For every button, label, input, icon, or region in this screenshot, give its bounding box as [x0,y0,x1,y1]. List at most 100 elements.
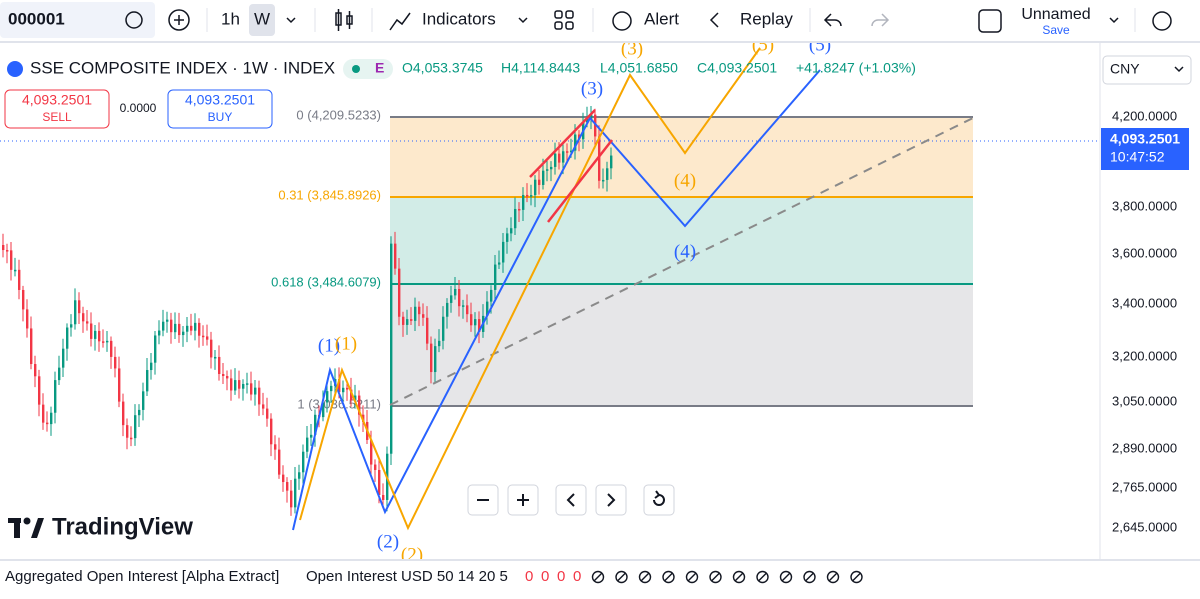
candle-body [306,437,309,452]
candle-body [90,323,93,339]
candle-body [586,118,589,123]
empty-icon [756,570,769,584]
candle-body [554,153,557,167]
candle-body [462,305,465,307]
indicators-menu[interactable] [518,17,528,24]
ohlc-open: O4,053.3745 [402,60,483,76]
alert-icon[interactable] [612,11,632,31]
price-label: 4,200.0000 [1112,108,1177,123]
interval-menu[interactable] [286,17,296,24]
candle-body [190,325,193,331]
candle-body [202,335,205,338]
candle-body [186,325,189,332]
redo[interactable] [871,13,890,27]
candle-body [66,327,69,349]
brand-name: TradingView [52,513,193,540]
layout-name[interactable]: Unnamed [1021,6,1090,23]
replay[interactable]: Replay [740,9,793,28]
candle-body [258,387,261,405]
interval[interactable]: 1h [221,9,240,28]
candle-body [550,166,553,170]
candle-body [182,331,185,336]
candle-body [526,194,529,197]
candle-body [278,449,281,475]
indicators-icon[interactable] [389,12,411,31]
currency: CNY [1110,61,1140,77]
candle-body [46,422,49,425]
candle-body [162,321,165,331]
layout-menu[interactable] [1109,17,1119,24]
candle-body [38,376,41,405]
candle-body [178,323,181,336]
candle-body [542,170,545,185]
candle-body [78,300,81,314]
wave-path-blue [292,69,821,531]
empty-icon [828,572,838,582]
replay-icon[interactable] [709,12,719,28]
alert[interactable]: Alert [644,9,679,28]
candle-body [466,305,469,315]
trend-line [389,117,974,406]
empty-icon [687,572,697,582]
candle-body [370,439,373,465]
price-label: 3,600.0000 [1112,245,1177,260]
compare-icon[interactable] [125,11,143,29]
indicators[interactable]: Indicators [422,9,496,28]
chart-type-icon[interactable] [335,9,353,31]
exchange-flag: E [375,60,384,76]
candle-body [122,401,125,426]
empty-values [591,570,863,584]
candle-body [574,134,577,151]
candle-body [534,179,537,196]
candle-body [590,114,593,119]
candle-body [54,380,57,413]
add-symbol[interactable] [168,9,190,31]
candle-body [338,379,341,393]
candle-body [154,335,157,363]
sell-label: SELL [42,110,72,124]
buy-button[interactable] [167,89,273,129]
templates-icon[interactable] [554,10,574,30]
currency-select[interactable] [1102,55,1192,85]
price-axis: CNY 4,200.0000 3,800.0000 3,600.0000 3,4… [1099,43,1200,560]
candle-body [558,153,561,163]
fib-label: 0 (4,209.5233) [296,107,381,122]
undo[interactable] [823,13,842,27]
spread: 0.0000 [120,101,157,115]
empty-icon [781,572,791,582]
sell-button[interactable] [4,89,110,129]
candle-body [254,387,257,395]
candle-body [210,339,213,358]
last-price-box [1101,128,1189,170]
candle-body [382,494,385,500]
empty-icon [664,572,673,582]
channel-line [547,139,613,223]
fib-zone [390,197,973,284]
candle-body [270,418,273,445]
empty-icon [711,572,720,582]
interval-active[interactable] [249,4,275,36]
indicator-params: Open Interest USD 50 14 20 5 [306,568,508,585]
candle-body [310,434,313,438]
fib-label: 0.618 (3,484.6079) [271,274,381,289]
countdown: 10:47:52 [1110,149,1165,165]
candle-body [246,383,249,385]
nav-buttons[interactable] [467,484,675,516]
candle-body [342,387,345,393]
quick-search[interactable] [1152,11,1172,31]
layout-icon[interactable] [978,9,1002,33]
candle-body [426,317,429,344]
candle-body [422,314,425,318]
candle-body [50,412,53,425]
symbol-search[interactable] [0,2,155,38]
candle-body [274,444,277,450]
ohlc-change: +41.8247 (+1.03%) [796,60,916,76]
wave-label: (4) [674,170,696,191]
candle-body [214,356,217,359]
empty-icon [593,572,603,582]
save[interactable]: Save [1042,23,1070,37]
wave-label: (3) [581,78,603,99]
candle-body [390,243,393,454]
indicator-name: Aggregated Open Interest [Alpha Extract] [5,568,279,585]
candle-body [106,340,109,343]
